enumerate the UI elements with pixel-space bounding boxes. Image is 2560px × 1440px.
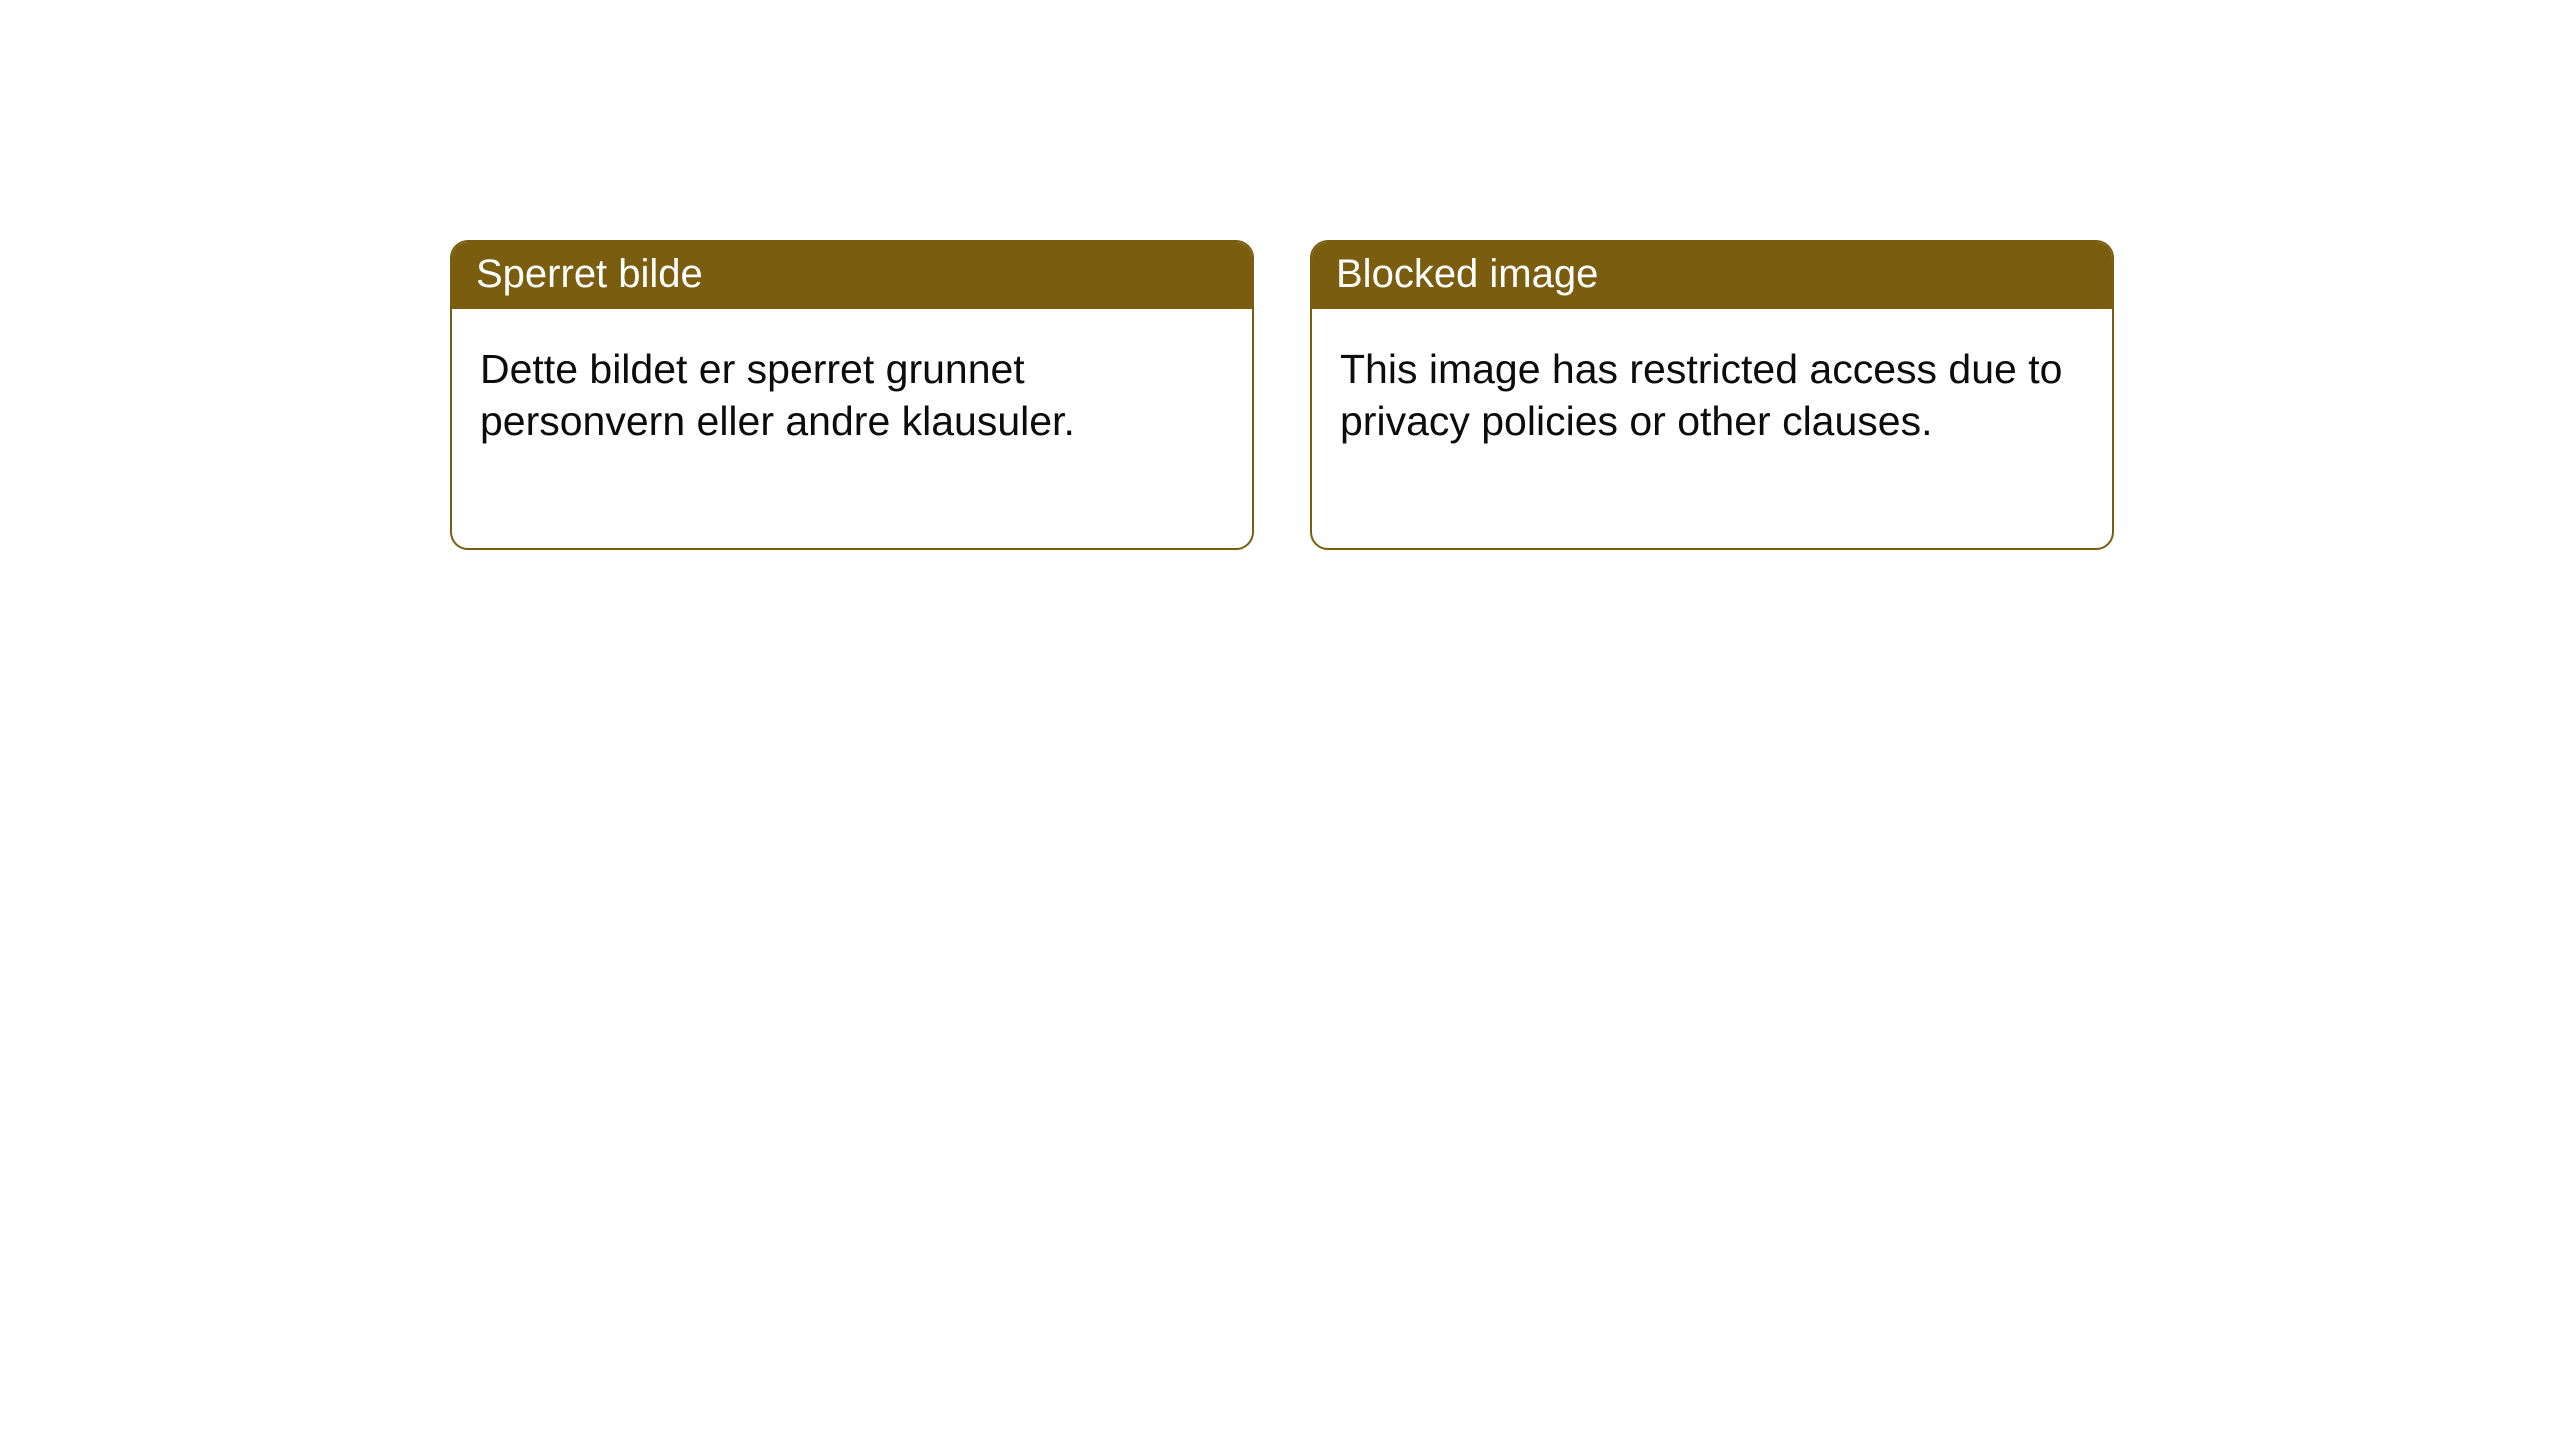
notice-container: Sperret bilde Dette bildet er sperret gr… xyxy=(450,240,2114,550)
notice-card-english: Blocked image This image has restricted … xyxy=(1310,240,2114,550)
notice-card-norwegian: Sperret bilde Dette bildet er sperret gr… xyxy=(450,240,1254,550)
notice-header: Sperret bilde xyxy=(452,242,1252,309)
notice-header: Blocked image xyxy=(1312,242,2112,309)
notice-body: Dette bildet er sperret grunnet personve… xyxy=(452,309,1252,548)
notice-body: This image has restricted access due to … xyxy=(1312,309,2112,548)
